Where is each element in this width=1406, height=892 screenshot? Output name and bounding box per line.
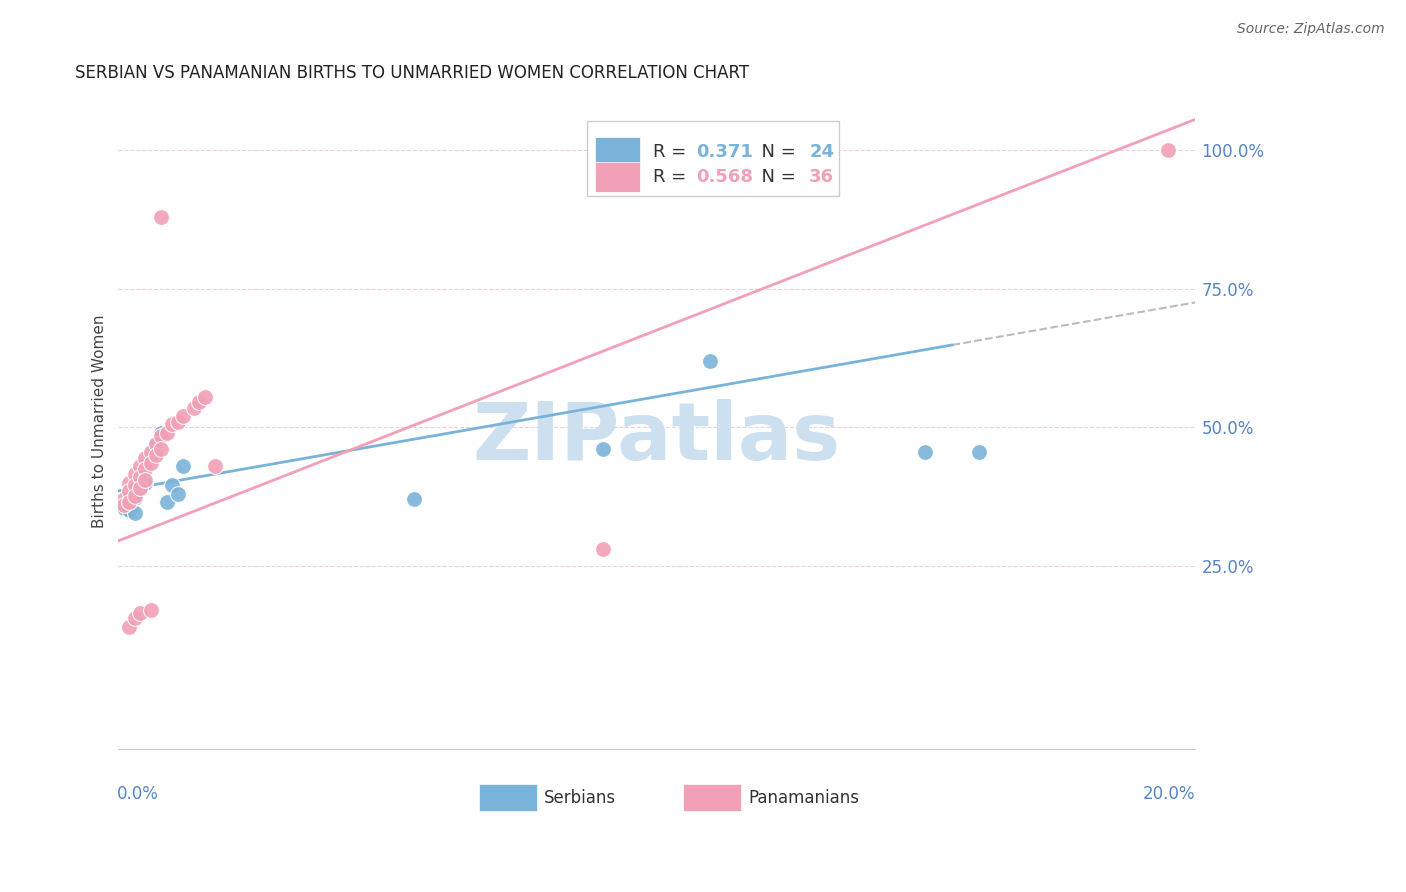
Point xyxy=(139,445,162,459)
Point xyxy=(118,483,141,498)
Point xyxy=(112,498,135,512)
Point xyxy=(124,486,146,500)
Point xyxy=(118,503,141,517)
Point xyxy=(204,458,226,473)
Point xyxy=(150,425,173,440)
Point xyxy=(129,458,152,473)
Point xyxy=(124,506,146,520)
Point xyxy=(139,603,162,617)
Text: R =: R = xyxy=(654,144,692,161)
Point xyxy=(124,611,146,625)
Point xyxy=(129,606,152,620)
Point xyxy=(172,409,194,424)
Point xyxy=(118,493,141,508)
Point xyxy=(166,486,188,500)
Point xyxy=(112,500,135,515)
Point xyxy=(162,417,184,432)
FancyBboxPatch shape xyxy=(595,162,640,193)
Text: SERBIAN VS PANAMANIAN BIRTHS TO UNMARRIED WOMEN CORRELATION CHART: SERBIAN VS PANAMANIAN BIRTHS TO UNMARRIE… xyxy=(76,64,749,82)
Point xyxy=(592,442,614,457)
FancyBboxPatch shape xyxy=(683,784,741,812)
Point xyxy=(150,442,173,457)
Point xyxy=(134,458,156,473)
Point xyxy=(699,353,721,368)
Point xyxy=(129,470,152,484)
FancyBboxPatch shape xyxy=(479,784,537,812)
Point xyxy=(183,401,205,415)
Text: 20.0%: 20.0% xyxy=(1143,785,1195,803)
Text: R =: R = xyxy=(654,169,692,186)
Point xyxy=(156,495,179,509)
Point xyxy=(139,456,162,470)
Y-axis label: Births to Unmarried Women: Births to Unmarried Women xyxy=(93,315,107,528)
Point xyxy=(914,445,936,459)
Point xyxy=(118,490,141,504)
Text: N =: N = xyxy=(749,144,801,161)
Point xyxy=(150,428,173,442)
Point xyxy=(969,445,991,459)
Point xyxy=(124,490,146,504)
Point xyxy=(129,481,152,495)
Point xyxy=(193,390,215,404)
Text: Panamanians: Panamanians xyxy=(748,789,859,806)
Point xyxy=(124,467,146,482)
Text: 24: 24 xyxy=(810,144,834,161)
Point xyxy=(129,467,152,482)
Point xyxy=(404,492,426,507)
Point xyxy=(134,473,156,487)
Point xyxy=(172,458,194,473)
Point xyxy=(156,425,179,440)
Text: 0.371: 0.371 xyxy=(696,144,754,161)
Text: 0.0%: 0.0% xyxy=(117,785,159,803)
Text: 36: 36 xyxy=(810,169,834,186)
Point xyxy=(145,437,167,451)
Point xyxy=(134,462,156,476)
FancyBboxPatch shape xyxy=(586,121,839,196)
Point xyxy=(592,542,614,557)
Point xyxy=(807,154,830,169)
Text: Serbians: Serbians xyxy=(544,789,616,806)
FancyBboxPatch shape xyxy=(595,137,640,168)
Point xyxy=(139,448,162,462)
Point xyxy=(112,492,135,507)
Text: ZIPatlas: ZIPatlas xyxy=(472,399,841,477)
Point xyxy=(124,491,146,505)
Point xyxy=(118,495,141,509)
Point xyxy=(118,620,141,634)
Point xyxy=(188,395,211,409)
Point xyxy=(134,450,156,465)
Point xyxy=(162,478,184,492)
Point xyxy=(118,475,141,490)
Text: 0.568: 0.568 xyxy=(696,169,754,186)
Point xyxy=(145,437,167,451)
Point xyxy=(129,481,152,495)
Point xyxy=(112,498,135,512)
Point xyxy=(1156,143,1178,157)
Point xyxy=(145,448,167,462)
Text: N =: N = xyxy=(749,169,801,186)
Text: Source: ZipAtlas.com: Source: ZipAtlas.com xyxy=(1237,22,1385,37)
Point xyxy=(124,478,146,492)
Point xyxy=(166,415,188,429)
Point xyxy=(134,475,156,490)
Point xyxy=(150,210,173,224)
